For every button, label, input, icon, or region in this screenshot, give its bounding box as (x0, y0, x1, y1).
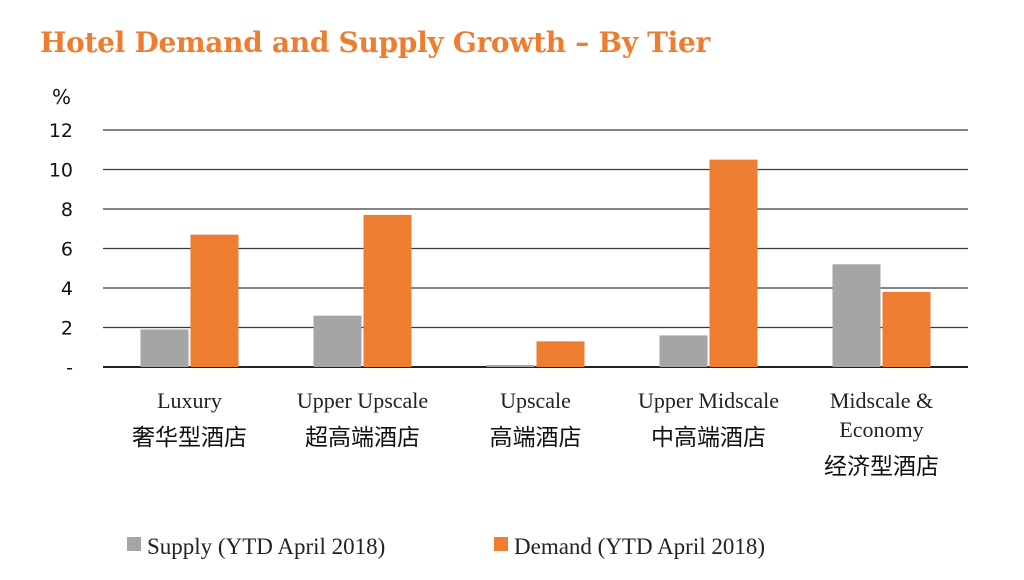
bars (140, 159, 931, 367)
supply-bar (486, 365, 535, 367)
category-label-cn: 中高端酒店 (651, 425, 766, 451)
supply-bar (313, 315, 362, 367)
y-tick-label: 12 (49, 120, 73, 142)
y-tick-label: 10 (49, 160, 73, 182)
category-label: Luxury (157, 388, 222, 413)
legend-swatch (494, 537, 508, 551)
supply-bar (832, 264, 881, 367)
category-label-cn: 奢华型酒店 (132, 425, 247, 451)
legend-label: Supply (YTD April 2018) (147, 534, 385, 559)
legend: Supply (YTD April 2018) Demand (YTD April… (127, 534, 765, 559)
chart-title: Hotel Demand and Supply Growth – By Tier (40, 26, 710, 59)
category-label-cn: 超高端酒店 (305, 425, 420, 451)
x-category-labels: Luxury 奢华型酒店 Upper Upscale 超高端酒店 Upscale 高端酒店… (132, 388, 939, 480)
category-label: Midscale & (830, 388, 933, 413)
demand-bar (363, 214, 412, 367)
y-axis-label: % (52, 85, 71, 109)
category-label: Economy (839, 417, 923, 442)
supply-bar (140, 329, 189, 367)
category-label: Upper Upscale (297, 388, 428, 413)
y-tick-label: 6 (61, 239, 73, 261)
demand-bar (882, 291, 931, 367)
demand-bar (709, 159, 758, 367)
legend-label: Demand (YTD April 2018) (514, 534, 765, 559)
y-tick-label: 4 (61, 278, 73, 300)
gridlines (103, 129, 968, 368)
category-label-cn: 高端酒店 (490, 425, 582, 451)
y-tick-label: 2 (61, 318, 73, 340)
demand-bar (190, 234, 239, 367)
y-tick-labels: - 2 4 6 8 10 12 (49, 120, 73, 379)
y-tick-label: 8 (61, 199, 73, 221)
category-label-cn: 经济型酒店 (824, 454, 939, 480)
demand-bar (536, 341, 585, 367)
supply-bar (659, 335, 708, 367)
category-label: Upper Midscale (638, 388, 779, 413)
category-label: Upscale (500, 388, 571, 413)
y-tick-label: - (66, 357, 73, 379)
legend-swatch (127, 537, 141, 551)
